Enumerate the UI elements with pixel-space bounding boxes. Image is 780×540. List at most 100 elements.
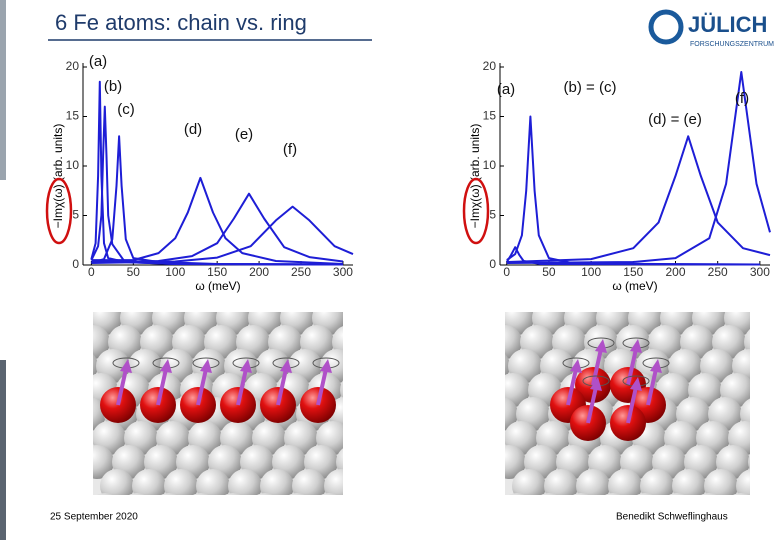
surface-atom [340,380,343,400]
surface-atom [321,493,337,495]
surface-atom [744,329,750,355]
logo-subtext: FORSCHUNGSZENTRUM [690,41,774,48]
surface-atom [544,469,578,495]
surface-atom [760,421,780,455]
x-tick-label: 150 [207,265,227,279]
y-tick-label: 0 [72,257,79,271]
curve-label: (b) [104,78,122,95]
spin-arrow-head [650,359,662,373]
surface-atom [505,445,526,479]
curve-label: (c) [117,101,135,118]
spin-arrow-head [200,359,212,373]
surface-atom [356,469,390,503]
x-axis-label: ω (meV) [195,279,240,293]
spin-arrow-head [570,359,582,373]
surface-atom [468,301,502,335]
curve [506,135,771,263]
surface-atom [672,469,706,495]
footer-date: 25 September 2020 [50,512,138,523]
spin-arrow-head [160,359,172,373]
spin-arrow-head [240,359,252,373]
surface-atom [129,493,145,495]
highlight-ellipse [45,177,73,245]
surface-atom [348,421,382,455]
spin-arrow [156,368,168,406]
surface-atom [344,493,378,527]
spin-arrow [116,368,128,406]
spin-arrow-head [630,339,642,353]
y-tick-label: 20 [483,59,497,73]
x-axis-label: ω (meV) [612,279,657,293]
surface-atom [376,493,410,527]
surface-atom [228,469,262,495]
surface-atom [756,493,780,527]
surface-atom [161,493,177,495]
spin-arrow [586,386,598,424]
surface-atom [512,469,546,495]
spin-arrow-head [595,339,607,353]
surface-atom [768,469,780,503]
surface-atom [164,469,198,495]
surface-atom [608,469,642,495]
surface-atom [193,493,209,495]
y-axis-label: −Imχ(ω) (arb. units) [51,124,65,229]
surface-atom [637,493,653,495]
spin-arrow-head [120,359,132,373]
surface-atom [352,349,386,383]
curve-label: (d) = (e) [648,111,702,128]
surface-atom [701,493,717,495]
spin-arrow [626,386,638,424]
surface-atom [368,445,402,479]
surface-atom [56,301,90,335]
x-tick-label: 250 [291,265,311,279]
x-tick-label: 200 [665,265,685,279]
surface-atom [257,493,273,495]
logo-text: JÜLICH [688,12,767,37]
x-tick-label: 200 [249,265,269,279]
curve-label: (d) [184,121,202,138]
surface-atom [336,448,343,476]
ring-image [468,301,780,527]
y-tick-label: 10 [66,158,80,172]
surface-atom [360,397,394,431]
y-tick-label: 0 [489,257,496,271]
curve [91,135,343,266]
curve [90,105,343,266]
spin-arrow-head [590,377,602,391]
surface-atom [576,469,610,495]
x-tick-label: 100 [165,265,185,279]
spin-arrow [236,368,248,406]
surface-atom [509,493,525,495]
y-tick-label: 10 [483,158,497,172]
side-bar [0,0,6,180]
side-bar [0,360,6,540]
spin-arrow-head [280,359,292,373]
curve [506,115,760,266]
y-tick-label: 15 [66,109,80,123]
surface-atom [93,325,110,359]
curve-label: (a) [89,53,107,70]
surface-atom [669,493,685,495]
surface-atom [132,469,166,495]
surface-atom [733,493,749,495]
surface-atom [541,493,557,495]
x-tick-label: 300 [750,265,770,279]
spin-arrow [626,348,638,386]
surface-atom [752,373,780,407]
spin-arrow [591,348,603,386]
surface-atom [605,493,621,495]
chain-image [56,301,410,527]
spin-arrow-head [630,377,642,391]
spin-arrow [276,368,288,406]
curve [91,205,354,264]
spin-arrow [196,368,208,406]
logo-mark [648,9,684,45]
curve [506,71,771,264]
surface-atom [324,469,343,495]
surface-atom [505,325,522,359]
footer-author: Benedikt Schweflinghaus [616,512,728,523]
surface-atom [260,469,294,495]
surface-atom [748,454,750,470]
surface-atom [736,469,750,495]
surface-atom [704,469,738,495]
